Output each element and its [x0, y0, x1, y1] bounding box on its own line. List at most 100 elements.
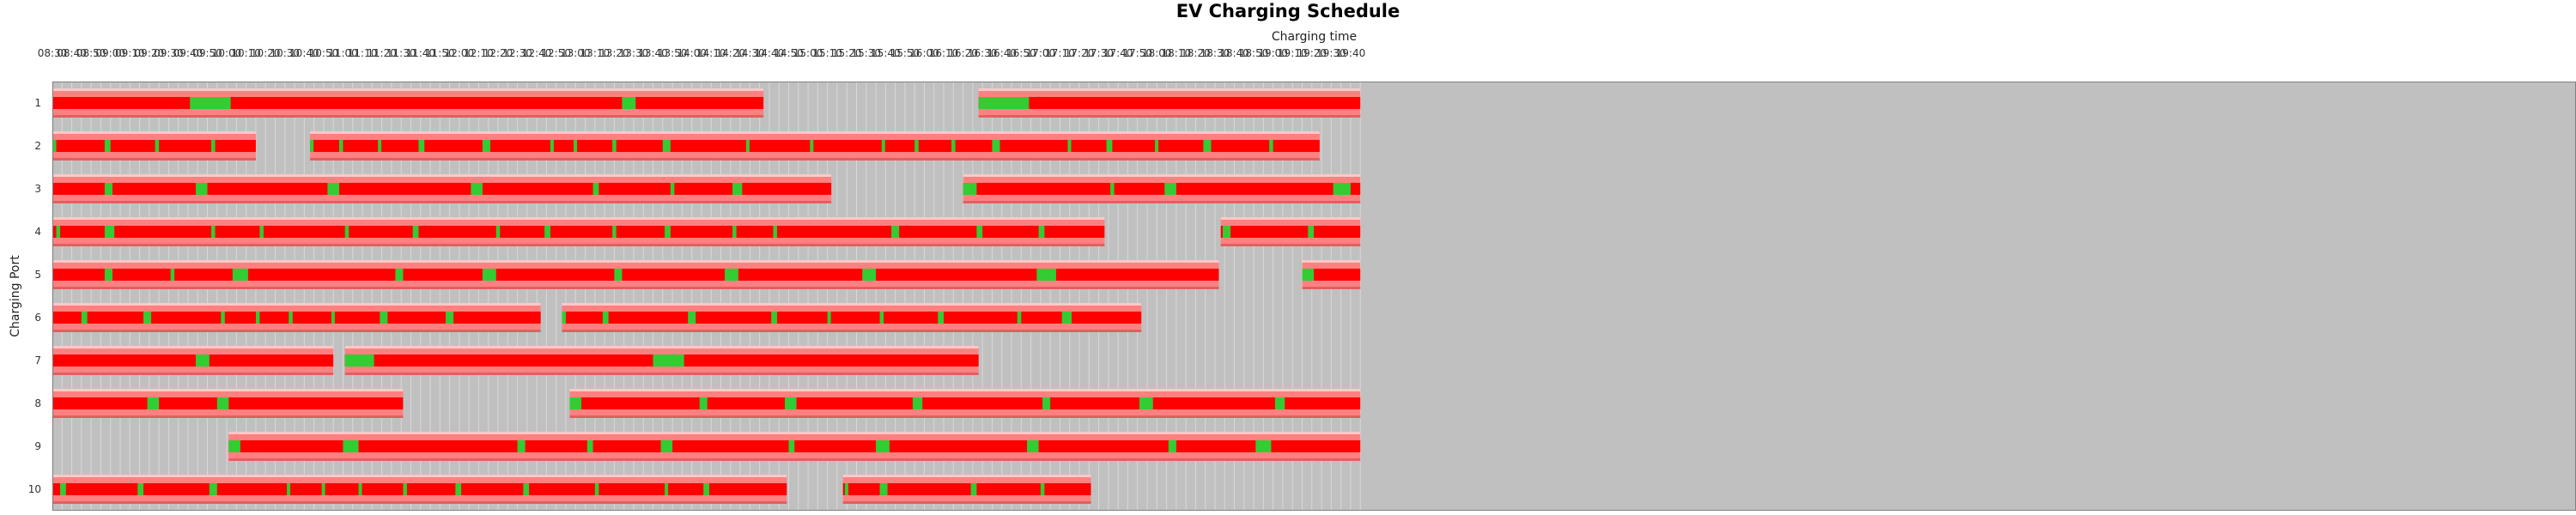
charging-segment — [211, 226, 216, 238]
session-bar — [52, 346, 334, 375]
session-bar — [52, 260, 1219, 289]
x-tick-label: 10:20 — [251, 47, 281, 59]
charging-segment — [412, 226, 419, 238]
bar-shadow — [52, 115, 764, 118]
x-tick-label: 16:40 — [987, 47, 1017, 59]
x-tick-label: 14:40 — [755, 47, 785, 59]
bar-highlight — [842, 475, 1091, 477]
charging-segment — [1027, 440, 1039, 452]
port-row-2: 2 — [34, 131, 1320, 161]
charging-segment — [1333, 183, 1351, 195]
bar-shadow — [52, 244, 1105, 246]
x-tick-label: 14:00 — [677, 47, 707, 59]
bar-shadow — [978, 115, 1361, 118]
bar-highlight — [52, 174, 832, 177]
bar-highlight — [978, 88, 1361, 91]
x-tick-label: 18:20 — [1181, 47, 1211, 59]
session-bar — [569, 389, 1361, 418]
x-tick-label: 09:10 — [115, 47, 145, 59]
bar-shadow — [344, 373, 979, 375]
x-tick-label: 17:20 — [1065, 47, 1095, 59]
bar-inner — [52, 97, 764, 109]
bar-highlight — [52, 475, 787, 477]
bar-highlight — [228, 432, 1361, 434]
charging-segment — [331, 312, 335, 324]
x-tick-label: 17:50 — [1122, 47, 1152, 59]
charging-segment — [1255, 440, 1272, 452]
bar-shadow — [1220, 244, 1361, 246]
port-label: 6 — [34, 312, 41, 324]
x-tick-label: 17:30 — [1084, 47, 1114, 59]
bar-highlight — [963, 174, 1361, 177]
charging-segment — [879, 483, 888, 495]
port-label: 10 — [28, 483, 41, 495]
charging-segment — [358, 483, 362, 495]
charging-segment — [104, 226, 115, 238]
charging-segment — [612, 226, 617, 238]
charging-segment — [662, 140, 671, 152]
charging-segment — [523, 483, 530, 495]
x-tick-label: 19:40 — [1336, 47, 1366, 59]
x-tick-label: 16:30 — [968, 47, 998, 59]
charging-segment — [104, 183, 112, 195]
charging-segment — [1269, 140, 1273, 152]
charging-segment — [876, 440, 890, 452]
charging-segment — [195, 354, 210, 367]
bar-highlight — [52, 88, 764, 91]
x-tick-label: 15:20 — [832, 47, 862, 59]
charging-segment — [951, 140, 956, 152]
charging-segment — [343, 440, 359, 452]
bar-shadow — [569, 415, 1361, 418]
charging-segment — [881, 140, 885, 152]
charging-segment — [544, 226, 550, 238]
charging-segment — [612, 140, 617, 152]
bar-highlight — [52, 346, 334, 348]
charging-segment — [703, 483, 709, 495]
x-tick-label: 15:50 — [890, 47, 920, 59]
charging-segment — [1036, 269, 1056, 281]
charging-segment — [788, 440, 795, 452]
charging-segment — [1040, 483, 1045, 495]
charging-segment — [104, 140, 111, 152]
x-tick-label: 13:30 — [619, 47, 649, 59]
session-bar — [52, 131, 256, 161]
bar-inner — [562, 312, 1142, 324]
bar-inner — [310, 140, 1320, 152]
x-tick-label: 13:10 — [580, 47, 611, 59]
charging-segment — [327, 183, 339, 195]
charging-segment — [56, 226, 61, 238]
charging-segment — [1067, 140, 1072, 152]
charging-segment — [403, 483, 407, 495]
charging-segment — [344, 226, 349, 238]
x-tick-label: 19:30 — [1316, 47, 1346, 59]
bar-highlight — [52, 217, 1105, 220]
bar-highlight — [52, 389, 404, 391]
charging-segment — [912, 397, 923, 409]
bar-inner — [569, 397, 1361, 409]
bar-inner — [52, 140, 256, 152]
charging-segment — [810, 140, 814, 152]
x-tick-label: 10:10 — [231, 47, 261, 59]
charging-segment — [594, 483, 599, 495]
x-tick-label: 10:30 — [270, 47, 300, 59]
port-label: 8 — [34, 397, 41, 409]
charging-segment — [827, 312, 831, 324]
bar-inner — [52, 226, 1105, 238]
bar-inner — [52, 483, 787, 495]
charging-segment — [495, 226, 501, 238]
x-tick-label: 15:10 — [812, 47, 842, 59]
x-tick-label: 16:00 — [909, 47, 939, 59]
charging-segment — [1017, 312, 1022, 324]
bar-shadow — [52, 287, 1219, 289]
session-bar — [963, 174, 1361, 203]
port-row-3: 3 — [34, 174, 1361, 203]
bar-shadow — [52, 330, 541, 332]
x-tick-label: 18:40 — [1219, 47, 1249, 59]
charging-segment — [569, 397, 582, 409]
bar-shadow — [963, 201, 1361, 203]
x-tick-label: 18:30 — [1200, 47, 1230, 59]
x-tick-label: 10:00 — [212, 47, 242, 59]
port-row-5: 5 — [34, 260, 1361, 289]
x-axis-title: Charging time — [1272, 30, 1357, 44]
charging-segment — [137, 483, 144, 495]
